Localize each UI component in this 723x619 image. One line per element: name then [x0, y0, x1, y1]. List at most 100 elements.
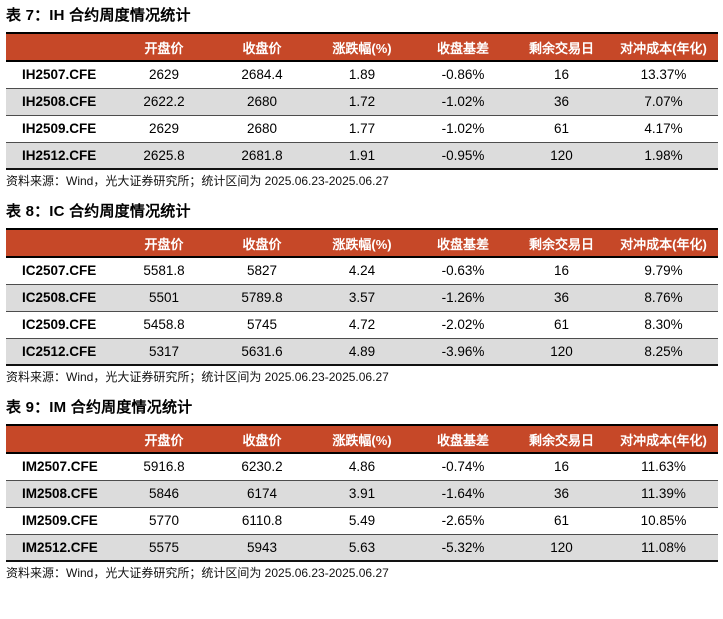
header-cell: 对冲成本(年化)	[609, 229, 718, 258]
value-cell: 1.89	[348, 67, 376, 83]
header-cell: 剩余交易日	[514, 33, 609, 62]
contracts-table: 开盘价 收盘价 涨跌幅(%) 收盘基差 剩余交易日 对冲成本(年化) IC2507.CFE…	[6, 228, 718, 366]
table-row: IM2508.CFE 5846 6174 3.91 -1.64% 36 11.39%	[6, 479, 718, 507]
contract-cell: IC2507.CFE	[22, 263, 97, 279]
value-cell: 120	[514, 337, 609, 365]
header-cell: 剩余交易日	[514, 229, 609, 258]
value-cell: 5501	[116, 283, 212, 311]
header-cell: 收盘价	[212, 229, 312, 258]
table-row: IH2508.CFE 2622.2 2680 1.72 -1.02% 36 7.07%	[6, 87, 718, 115]
contract-cell: IM2508.CFE	[6, 479, 116, 507]
value-cell: 5.63	[312, 533, 412, 561]
value-cell: 120	[514, 533, 609, 561]
value-cell: 2625.8	[116, 141, 212, 169]
value-cell: 8.25%	[609, 337, 718, 365]
header-cell: 涨跌幅(%)	[312, 229, 412, 258]
header-cell: 开盘价	[116, 229, 212, 258]
value-cell: 4.86	[348, 459, 376, 475]
value-cell: 2622.2	[116, 87, 212, 115]
value-cell: 6174	[212, 479, 312, 507]
value-cell: 5317	[116, 337, 212, 365]
value-cell: 1.98%	[609, 141, 718, 169]
value-cell: 2680	[212, 87, 312, 115]
header-row: 开盘价 收盘价 涨跌幅(%) 收盘基差 剩余交易日 对冲成本(年化)	[6, 229, 718, 258]
source-note: 资料来源：Wind，光大证券研究所；统计区间为 2025.06.23-2025.…	[6, 174, 389, 188]
value-cell: 2629	[148, 67, 180, 83]
value-cell: -0.86%	[441, 67, 485, 83]
value-cell: 4.72	[312, 310, 412, 338]
value-cell: 4.24	[348, 263, 376, 279]
contract-cell: IM2512.CFE	[6, 533, 116, 561]
value-cell: 10.85%	[609, 506, 718, 534]
value-cell: 5789.8	[212, 283, 312, 311]
source-note: 资料来源：Wind，光大证券研究所；统计区间为 2025.06.23-2025.…	[6, 370, 389, 384]
header-cell: 开盘价	[116, 425, 212, 454]
value-cell: 8.30%	[609, 310, 718, 338]
value-cell: 6110.8	[212, 506, 312, 534]
contract-cell: IH2507.CFE	[22, 67, 97, 83]
value-cell: -1.02%	[412, 114, 514, 142]
value-cell: 2680	[212, 114, 312, 142]
contracts-table: 开盘价 收盘价 涨跌幅(%) 收盘基差 剩余交易日 对冲成本(年化) IM2507.CFE…	[6, 424, 718, 562]
value-cell: 13.37%	[640, 67, 687, 83]
value-cell: 1.77	[312, 114, 412, 142]
value-cell: 2629	[116, 114, 212, 142]
contract-cell: IH2509.CFE	[6, 114, 116, 142]
header-cell: 涨跌幅(%)	[312, 425, 412, 454]
value-cell: -0.74%	[441, 459, 485, 475]
contract-cell: IC2509.CFE	[6, 310, 116, 338]
value-cell: -2.65%	[412, 506, 514, 534]
value-cell: 36	[514, 283, 609, 311]
table-body: IM2507.CFE 5916.8 6230.2 4.86 -0.74% 16 11.63%…	[6, 453, 718, 561]
value-cell: 5943	[212, 533, 312, 561]
header-cell: 涨跌幅(%)	[312, 33, 412, 62]
table-row: IC2512.CFE 5317 5631.6 4.89 -3.96% 120 8.25%	[6, 337, 718, 365]
header-row: 开盘价 收盘价 涨跌幅(%) 收盘基差 剩余交易日 对冲成本(年化)	[6, 33, 718, 62]
value-cell: 5575	[116, 533, 212, 561]
value-cell: 16	[553, 67, 570, 83]
value-cell: 5827	[246, 263, 278, 279]
header-cell: 收盘价	[212, 33, 312, 62]
value-cell: -1.26%	[412, 283, 514, 311]
table-block: 表 7：IH 合约周度情况统计 开盘价 收盘价 涨跌幅(%) 收盘基差 剩余交易日 对冲成…	[0, 6, 723, 189]
value-cell: 5458.8	[116, 310, 212, 338]
value-cell: 8.76%	[609, 283, 718, 311]
value-cell: -1.64%	[412, 479, 514, 507]
value-cell: 5770	[116, 506, 212, 534]
value-cell: -3.96%	[412, 337, 514, 365]
value-cell: 5.49	[312, 506, 412, 534]
table-row: IM2512.CFE 5575 5943 5.63 -5.32% 120 11.08%	[6, 533, 718, 561]
value-cell: 61	[514, 506, 609, 534]
table-title: 表 9：IM 合约周度情况统计	[6, 399, 193, 416]
value-cell: 4.89	[312, 337, 412, 365]
table-block: 表 8：IC 合约周度情况统计 开盘价 收盘价 涨跌幅(%) 收盘基差 剩余交易日 对冲成…	[0, 202, 723, 385]
value-cell: -5.32%	[412, 533, 514, 561]
table-row: IM2507.CFE 5916.8 6230.2 4.86 -0.74% 16 11.63%	[6, 453, 718, 480]
table-row: IH2507.CFE 2629 2684.4 1.89 -0.86% 16 13.37%	[6, 61, 718, 88]
value-cell: 1.91	[312, 141, 412, 169]
value-cell: 6230.2	[241, 459, 283, 475]
value-cell: 61	[514, 310, 609, 338]
table-row: IH2512.CFE 2625.8 2681.8 1.91 -0.95% 120 1.98%	[6, 141, 718, 169]
table-row: IC2508.CFE 5501 5789.8 3.57 -1.26% 36 8.76%	[6, 283, 718, 311]
contract-cell: IM2509.CFE	[6, 506, 116, 534]
value-cell: 3.57	[312, 283, 412, 311]
header-row: 开盘价 收盘价 涨跌幅(%) 收盘基差 剩余交易日 对冲成本(年化)	[6, 425, 718, 454]
value-cell: 7.07%	[609, 87, 718, 115]
value-cell: 11.63%	[641, 459, 686, 475]
header-cell: 开盘价	[116, 33, 212, 62]
value-cell: -2.02%	[412, 310, 514, 338]
table-row: IC2507.CFE 5581.8 5827 4.24 -0.63% 16 9.79%	[6, 257, 718, 284]
header-cell: 收盘基差	[412, 229, 514, 258]
header-cell-blank	[6, 425, 116, 454]
value-cell: 1.72	[312, 87, 412, 115]
value-cell: -1.02%	[412, 87, 514, 115]
contract-cell: IH2512.CFE	[6, 141, 116, 169]
value-cell: 5581.8	[143, 263, 185, 279]
value-cell: 5846	[116, 479, 212, 507]
table-row: IH2509.CFE 2629 2680 1.77 -1.02% 61 4.17%	[6, 114, 718, 142]
value-cell: 61	[514, 114, 609, 142]
table-body: IH2507.CFE 2629 2684.4 1.89 -0.86% 16 13.37% IH…	[6, 61, 718, 169]
table-title: 表 7：IH 合约周度情况统计	[6, 7, 191, 24]
